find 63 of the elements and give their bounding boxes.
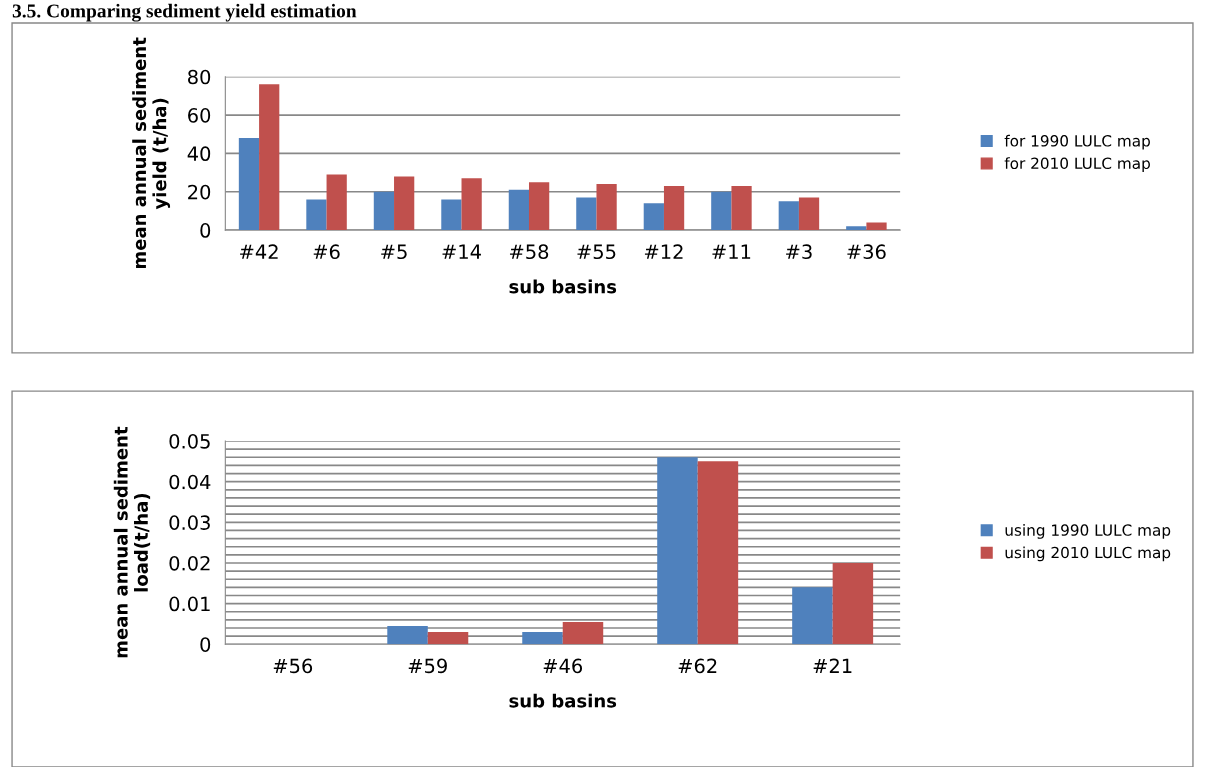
y-tick-label: 80 <box>188 69 211 85</box>
bar <box>373 191 395 231</box>
bar <box>731 186 752 231</box>
bar <box>562 621 604 645</box>
bar <box>663 186 685 231</box>
y-axis-title: mean annual sediment yield (t/ha) <box>132 37 171 269</box>
bar <box>711 191 732 231</box>
bar <box>259 84 280 231</box>
bar <box>529 182 550 231</box>
bar <box>394 176 415 231</box>
x-tick-label: #59 <box>408 658 447 674</box>
legend-label: for 1990 LULC map <box>1004 134 1150 150</box>
bar <box>326 174 347 231</box>
y-tick-label: 20 <box>188 184 211 200</box>
y-tick-label: 0.03 <box>169 515 210 530</box>
bar <box>778 201 799 231</box>
x-tick-label: #3 <box>786 244 812 260</box>
bar <box>441 199 462 231</box>
x-axis-title: sub basins <box>509 693 617 708</box>
legend-label: using 2010 LULC map <box>1005 546 1171 562</box>
x-tick-label: #46 <box>543 658 583 674</box>
bar <box>798 197 820 231</box>
bar <box>427 632 469 645</box>
x-axis-title: sub basins <box>509 279 617 294</box>
y-tick-label: 0.02 <box>169 555 210 571</box>
x-tick-label: #5 <box>381 244 407 260</box>
legend-label: using 1990 LULC map <box>1005 524 1171 539</box>
y-tick-label: 60 <box>188 108 211 123</box>
x-tick-label: #42 <box>240 244 278 259</box>
bar <box>657 457 698 645</box>
bar <box>643 203 664 231</box>
bar <box>238 138 260 231</box>
x-tick-label: #56 <box>273 658 313 674</box>
y-tick-label: 40 <box>187 146 211 162</box>
y-tick-label: 0.05 <box>169 433 210 449</box>
bar <box>508 189 529 231</box>
y-tick-label: 0 <box>200 637 211 652</box>
x-tick-label: #6 <box>313 244 340 260</box>
bar <box>461 178 482 231</box>
y-axis-title: mean annual sediment load(t/ha) <box>113 426 151 658</box>
bar <box>596 184 617 231</box>
x-tick-label: #12 <box>644 244 683 259</box>
bar <box>522 632 563 645</box>
bar <box>866 222 887 231</box>
chart-title: 3.5. Comparing sediment yield estimation <box>12 3 357 22</box>
x-tick-label: #14 <box>442 244 481 259</box>
x-tick-label: #36 <box>847 244 886 260</box>
x-tick-label: #11 <box>712 244 751 259</box>
x-tick-label: #21 <box>813 658 852 673</box>
bar <box>832 562 874 645</box>
bar <box>306 199 327 231</box>
y-tick-label: 0.01 <box>169 596 210 612</box>
bar <box>576 197 597 231</box>
y-tick-label: 0.04 <box>169 474 211 490</box>
bar <box>846 226 867 231</box>
y-tick-label: 0 <box>200 223 211 238</box>
bar <box>792 587 833 645</box>
x-tick-label: #62 <box>678 658 717 674</box>
x-tick-label: #55 <box>577 244 616 260</box>
bar <box>697 461 739 645</box>
x-tick-label: #58 <box>509 244 549 260</box>
bar <box>387 625 428 645</box>
legend-label: for 2010 LULC map <box>1004 157 1150 173</box>
